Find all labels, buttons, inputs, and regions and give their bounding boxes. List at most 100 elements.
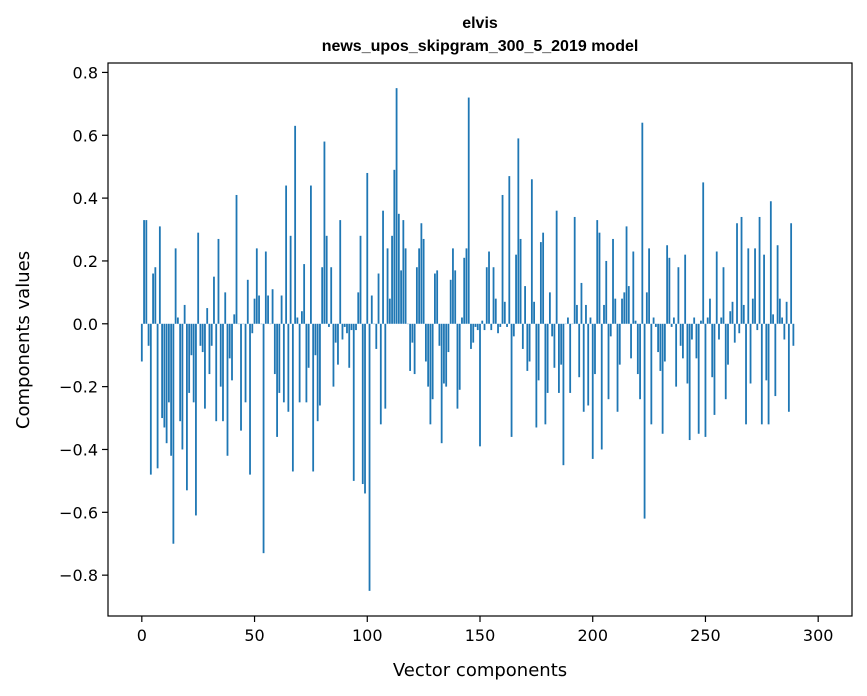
y-tick-label: −0.6 xyxy=(59,503,98,522)
bar-114 xyxy=(397,213,400,324)
bar-123 xyxy=(418,248,421,324)
bar-128 xyxy=(429,323,432,425)
bar-135 xyxy=(445,323,448,387)
bar-280 xyxy=(772,314,774,324)
bar-63 xyxy=(282,323,285,403)
bar-284 xyxy=(781,317,784,324)
bar-274 xyxy=(758,216,761,324)
bar-260 xyxy=(727,323,729,365)
bar-202 xyxy=(596,220,599,324)
bar-125 xyxy=(422,238,425,324)
bar-250 xyxy=(704,323,707,437)
bar-65 xyxy=(287,323,290,412)
bar-147 xyxy=(472,323,475,343)
bar-112 xyxy=(393,169,396,324)
bar-50 xyxy=(253,298,256,324)
bar-175 xyxy=(535,323,538,428)
bar-18 xyxy=(181,323,184,450)
bar-66 xyxy=(289,235,292,324)
bar-231 xyxy=(661,323,664,434)
bar-122 xyxy=(415,267,418,324)
bar-177 xyxy=(539,242,542,324)
bar-83 xyxy=(328,323,330,327)
bar-196 xyxy=(582,323,585,412)
bar-73 xyxy=(305,323,308,403)
bar-37 xyxy=(224,292,227,324)
bar-236 xyxy=(672,317,675,324)
bar-106 xyxy=(379,323,382,425)
bar-192 xyxy=(573,216,576,324)
bar-243 xyxy=(688,323,691,441)
bar-167 xyxy=(517,138,520,324)
bar-263 xyxy=(733,323,736,343)
bar-52 xyxy=(258,295,260,324)
bar-67 xyxy=(291,323,294,472)
bar-261 xyxy=(729,311,732,324)
bar-170 xyxy=(524,286,526,324)
bar-245 xyxy=(693,317,696,324)
bar-176 xyxy=(537,323,540,381)
bar-79 xyxy=(319,323,321,406)
bar-237 xyxy=(675,323,678,387)
bar-257 xyxy=(720,317,723,324)
bar-75 xyxy=(310,185,312,324)
bar-89 xyxy=(341,323,344,340)
bar-51 xyxy=(255,248,258,324)
bar-24 xyxy=(195,323,197,516)
bar-166 xyxy=(515,254,517,324)
bar-180 xyxy=(546,323,549,393)
bar-138 xyxy=(452,248,454,324)
bar-232 xyxy=(663,323,666,362)
bar-256 xyxy=(718,323,720,340)
bar-74 xyxy=(307,323,310,368)
bar-234 xyxy=(668,257,671,324)
bar-12 xyxy=(167,323,170,403)
y-tick-label: 0.6 xyxy=(73,126,98,145)
bar-143 xyxy=(463,257,466,324)
bar-117 xyxy=(404,248,407,324)
bar-195 xyxy=(580,282,583,324)
bar-259 xyxy=(724,323,727,400)
bar-16 xyxy=(176,317,179,324)
bar-40 xyxy=(231,323,233,381)
bar-172 xyxy=(528,323,531,362)
bar-107 xyxy=(382,210,384,324)
bar-38 xyxy=(226,323,229,456)
bar-127 xyxy=(427,323,430,387)
bar-216 xyxy=(627,286,630,324)
bar-142 xyxy=(461,317,463,324)
bar-273 xyxy=(756,323,759,331)
bar-258 xyxy=(722,267,725,324)
chart-title-line2: news_upos_skipgram_300_5_2019 model xyxy=(322,38,639,55)
bar-224 xyxy=(645,292,648,324)
bar-184 xyxy=(555,210,558,324)
bar-28 xyxy=(204,323,206,409)
bar-111 xyxy=(391,235,393,324)
bar-282 xyxy=(776,245,779,324)
bar-152 xyxy=(483,323,486,331)
bar-193 xyxy=(576,304,578,324)
bar-124 xyxy=(420,223,423,324)
bar-190 xyxy=(569,323,572,393)
bar-81 xyxy=(323,141,326,324)
bar-78 xyxy=(316,323,319,422)
plot-frame xyxy=(107,62,853,617)
bar-146 xyxy=(470,323,472,349)
y-tick-label: −0.8 xyxy=(59,566,98,585)
bar-206 xyxy=(605,260,608,324)
bar-95 xyxy=(355,323,357,331)
bar-272 xyxy=(754,248,756,324)
bar-281 xyxy=(774,323,777,397)
bar-226 xyxy=(650,323,653,425)
bar-68 xyxy=(294,125,297,324)
y-tick-label: 0.8 xyxy=(73,63,98,82)
bar-109 xyxy=(386,248,389,324)
bar-132 xyxy=(438,323,441,346)
bar-3 xyxy=(147,323,150,346)
bar-219 xyxy=(634,320,637,324)
bar-241 xyxy=(684,254,687,324)
bar-248 xyxy=(700,320,702,324)
bar-174 xyxy=(533,301,536,324)
bar-120 xyxy=(411,323,414,343)
